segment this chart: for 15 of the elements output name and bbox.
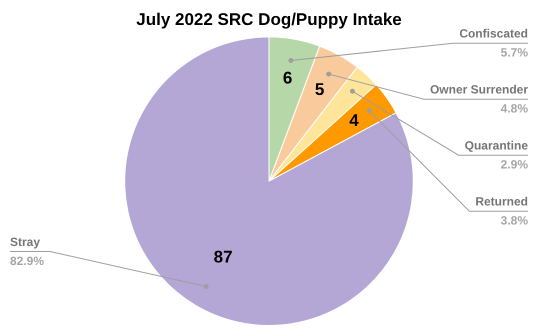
text: 2.9% (500, 158, 528, 172)
text: 5.7% (500, 46, 528, 60)
data-label: 5 (314, 80, 324, 100)
slice-label: Stray (10, 234, 40, 249)
text: 4.8% (500, 102, 528, 116)
text: 3.8% (500, 214, 528, 228)
slice-label: Returned (475, 194, 528, 209)
chart-title: July 2022 SRC Dog/Puppy Intake (136, 10, 402, 29)
text: 82.9% (10, 254, 44, 268)
slice-label: Owner Surrender (430, 82, 528, 97)
data-label: 6 (282, 68, 292, 88)
slice-label: Quarantine (464, 138, 528, 153)
data-label: 4 (349, 111, 360, 130)
data-label: 87 (214, 248, 233, 267)
slice-label: Confiscated (459, 26, 528, 41)
